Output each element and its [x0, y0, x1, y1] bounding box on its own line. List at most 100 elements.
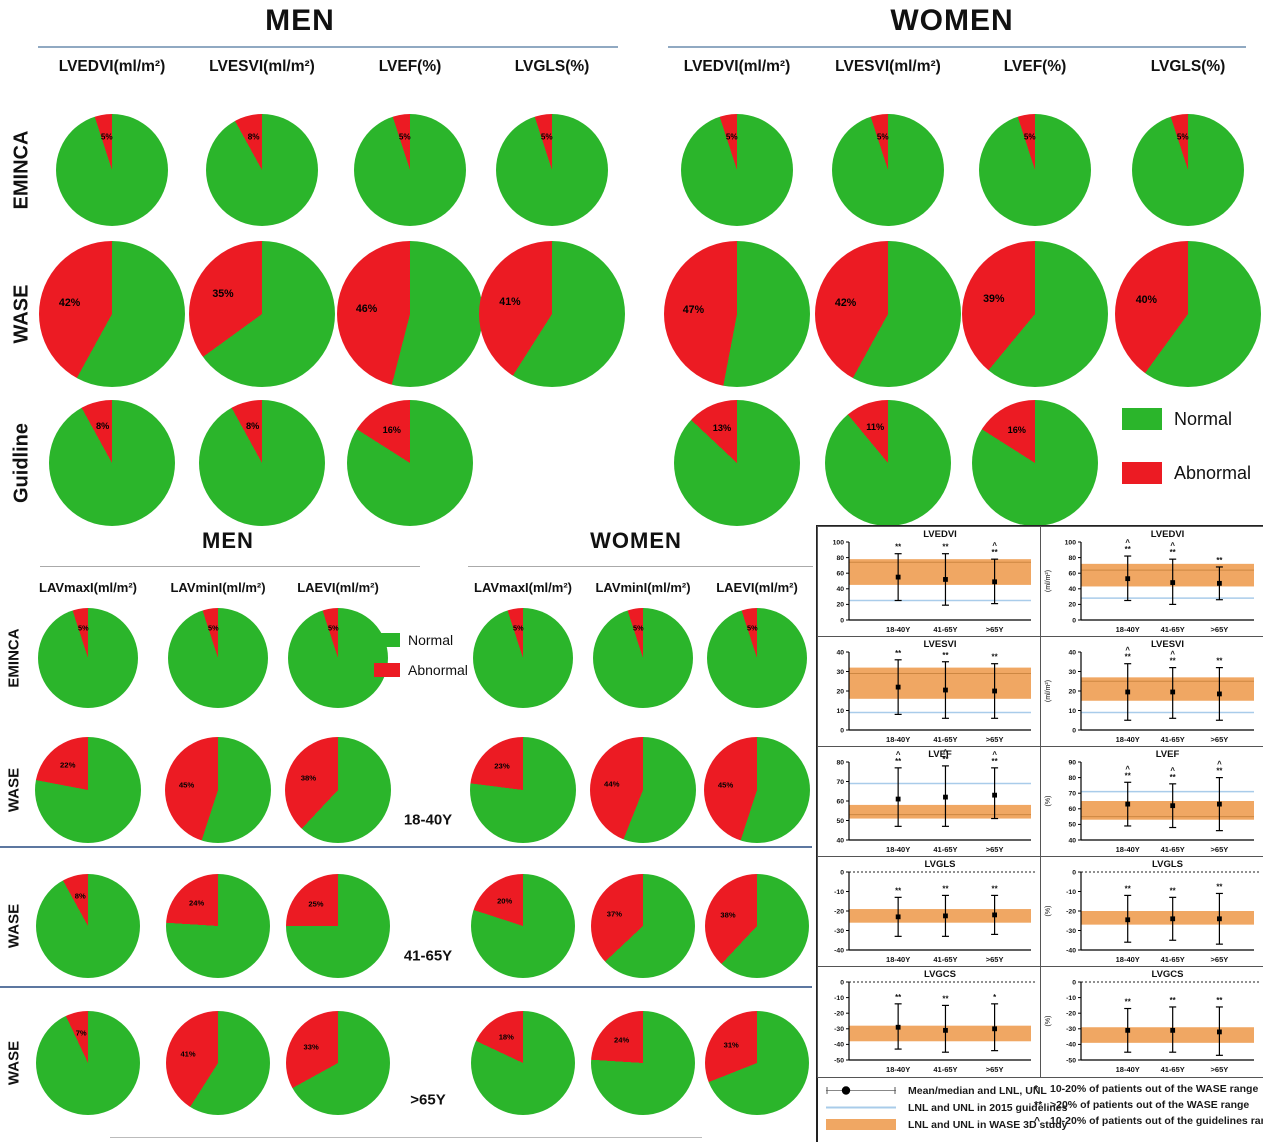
pie-top-men-eminca-2: [354, 114, 466, 226]
svg-text:**: **: [1170, 548, 1177, 557]
pie-bottom-men-row0-0: [38, 608, 138, 708]
svg-text:80: 80: [1068, 555, 1076, 562]
svg-text:LVGCS: LVGCS: [924, 969, 956, 980]
svg-text:10: 10: [836, 708, 844, 715]
svg-text:**: **: [895, 649, 902, 658]
pie-top-women-eminca-1: [832, 114, 944, 226]
svg-text:^: ^: [896, 750, 901, 759]
pie-bottom-men-row0-1: [168, 608, 268, 708]
abnormal-swatch-icon: [374, 663, 400, 677]
svg-text:40: 40: [836, 649, 844, 656]
svg-text:**: **: [1125, 545, 1132, 554]
svg-text:>65Y: >65Y: [1211, 625, 1229, 634]
svg-text:40: 40: [1068, 649, 1076, 656]
pie-label-top-men-eminca-0: 5%: [100, 132, 113, 142]
pie-label-top-men-wase-3: 41%: [499, 295, 521, 308]
bottom-edge-line: [110, 1137, 702, 1138]
svg-text:**: **: [992, 884, 999, 893]
svg-text:-10: -10: [834, 995, 844, 1002]
bottom-men-underline: [40, 566, 420, 567]
svg-text:^: ^: [1170, 650, 1175, 659]
svg-text:LVEF: LVEF: [1156, 749, 1180, 760]
pie-label-bottom-men-row3-0: 7%: [75, 1028, 87, 1038]
pie-bottom-women-row1-1: [590, 737, 696, 843]
note-text-0: 10-20% of patients out of the WASE range: [1050, 1083, 1259, 1095]
pie-label-bottom-women-row2-2: 38%: [720, 910, 736, 919]
svg-text:0: 0: [840, 727, 844, 734]
age-label-2: >65Y: [410, 1091, 446, 1109]
blue-line-icon: [826, 1101, 900, 1114]
svg-text:>65Y: >65Y: [986, 735, 1004, 744]
svg-text:-40: -40: [1066, 947, 1076, 954]
svg-text:LVEDVI: LVEDVI: [1151, 529, 1185, 540]
svg-text:**: **: [942, 994, 949, 1003]
pie-bottom-women-row0-2: [707, 608, 807, 708]
svg-text:20: 20: [836, 602, 844, 609]
abnormal-swatch-icon: [1122, 462, 1162, 484]
pie-bottom-women-row0-1: [593, 608, 693, 708]
svg-text:50: 50: [836, 818, 844, 825]
note-symbol-1: **: [1034, 1099, 1043, 1111]
pie-label-bottom-women-row3-2: 31%: [723, 1040, 739, 1050]
pie-label-top-women-guidline-1: 11%: [866, 422, 885, 433]
note-symbol-0: *: [1034, 1083, 1039, 1095]
svg-text:(%): (%): [1045, 1016, 1052, 1027]
svg-text:18-40Y: 18-40Y: [886, 735, 910, 744]
svg-text:**: **: [992, 757, 999, 766]
svg-text:**: **: [1170, 657, 1177, 666]
svg-text:18-40Y: 18-40Y: [886, 625, 910, 634]
pies-legend-bottom-normal-label: Normal: [408, 632, 454, 648]
svg-text:100: 100: [1065, 539, 1077, 546]
svg-text:20: 20: [836, 688, 844, 695]
bottom-men-colhead-0: LAVmaxI(ml/m²): [39, 580, 137, 595]
pie-bottom-men-row2-0: [36, 874, 140, 978]
bottom-row-label-3: WASE: [5, 1040, 23, 1086]
svg-text:100: 100: [833, 539, 845, 546]
pie-label-top-women-eminca-1: 5%: [876, 132, 889, 142]
pie-top-men-wase-0: [39, 241, 185, 387]
svg-text:(%): (%): [1045, 796, 1052, 807]
bottom-row-label-2: WASE: [5, 903, 23, 949]
normal-swatch-icon: [374, 633, 400, 647]
age-divider-0: [0, 846, 812, 848]
svg-text:LVESVI: LVESVI: [923, 639, 956, 650]
panel-legend-note-1: ** >20% of patients out of the WASE range: [1034, 1099, 1249, 1111]
pie-bottom-men-row3-0: [36, 1011, 140, 1115]
svg-text:41-65Y: 41-65Y: [1161, 735, 1185, 744]
pie-bottom-women-row3-0: [471, 1011, 575, 1115]
bottom-men-colhead-2: LAEVI(ml/m²): [297, 580, 379, 595]
svg-text:18-40Y: 18-40Y: [1116, 955, 1140, 964]
pie-top-men-eminca-1: [206, 114, 318, 226]
svg-text:-10: -10: [834, 889, 844, 896]
svg-text:>65Y: >65Y: [986, 625, 1004, 634]
svg-text:**: **: [1216, 657, 1223, 666]
pie-top-women-wase-1: [815, 241, 961, 387]
svg-text:^: ^: [992, 541, 997, 550]
svg-text:>65Y: >65Y: [1211, 1065, 1229, 1074]
age-label-0: 18-40Y: [403, 811, 453, 829]
pie-label-bottom-men-row2-0: 8%: [74, 891, 86, 901]
svg-text:60: 60: [1068, 571, 1076, 578]
pies-legend-bottom-abnormal-label: Abnormal: [408, 662, 468, 678]
pie-label-top-women-wase-0: 47%: [682, 303, 705, 316]
svg-text:0: 0: [1072, 869, 1076, 876]
svg-text:18-40Y: 18-40Y: [1116, 1065, 1140, 1074]
note-text-1: >20% of patients out of the WASE range: [1050, 1099, 1250, 1111]
pie-top-men-guidline-1: [199, 400, 325, 526]
chart-lvedvi-men: 0 20 40 60 80 100 18-40Y 41-65Y >65Y ** ** ** ^ LVEDV…: [817, 526, 1042, 638]
svg-text:-50: -50: [1066, 1057, 1076, 1064]
svg-text:**: **: [942, 755, 949, 764]
svg-text:**: **: [942, 651, 949, 660]
chart-lvgls-men: 0 -10 -20 -30 -40 18-40Y 41-65Y >65Y ** ** ** LVGLS: [817, 856, 1042, 968]
svg-text:80: 80: [836, 759, 844, 766]
pie-label-bottom-men-row3-2: 33%: [303, 1042, 319, 1052]
bottom-women-colhead-2: LAEVI(ml/m²): [716, 580, 798, 595]
chart-svg-lvgls-men: 0 -10 -20 -30 -40 18-40Y 41-65Y >65Y ** ** ** LVGLS: [834, 859, 1037, 964]
svg-text:**: **: [1125, 884, 1132, 893]
svg-text:^: ^: [943, 748, 948, 757]
chart-lvef-men: 40 50 60 70 80 18-40Y 41-65Y >65Y ** ^ ** ^ ** ^ LVEF: [817, 746, 1042, 858]
svg-text:LVESVI: LVESVI: [1151, 639, 1184, 650]
svg-text:70: 70: [836, 779, 844, 786]
panel-legend: Mean/median and LNL, UNL LNL and UNL in 2…: [818, 1077, 1263, 1142]
